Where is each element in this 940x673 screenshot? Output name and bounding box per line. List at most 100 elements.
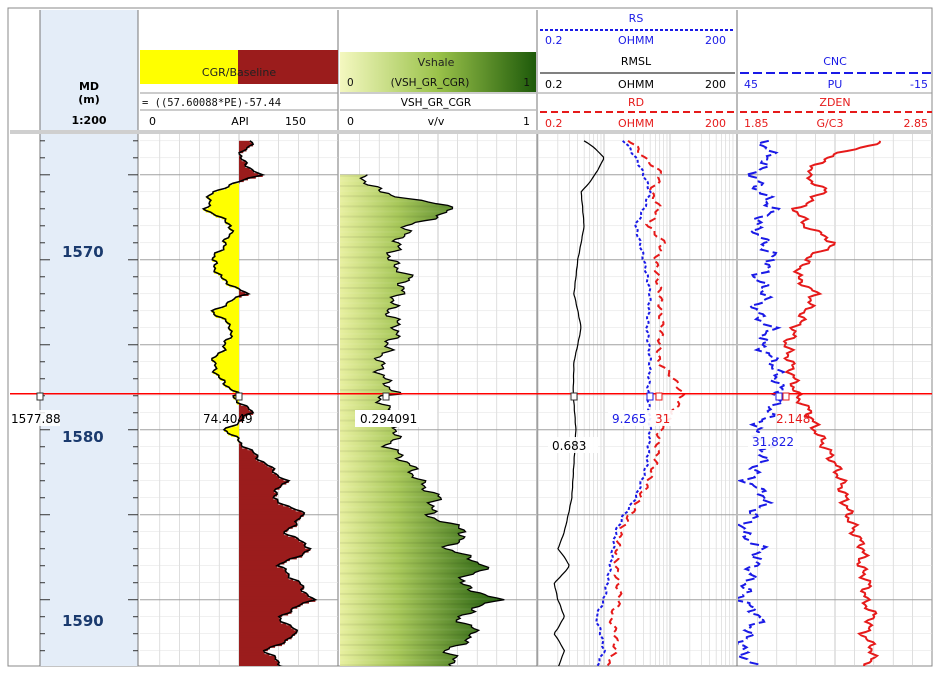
cgr-fill-slice — [239, 477, 280, 480]
cgr-fill-slice — [222, 346, 239, 349]
cgr-fill-slice — [225, 428, 239, 431]
cgr-yellow-swatch — [140, 50, 238, 84]
vsh-band — [340, 460, 400, 463]
cgr-fill-slice — [239, 558, 290, 562]
cursor-handle-depth[interactable] — [36, 392, 44, 401]
cgr-fill-slice — [239, 521, 296, 524]
cgr-fill-slice — [225, 319, 239, 322]
cursor-handle-rmsl[interactable] — [570, 392, 578, 401]
cgr-fill-slice — [239, 411, 252, 414]
cgr-fill-slice — [214, 256, 239, 259]
vsh-scale-max: 1 — [523, 115, 530, 128]
cgr-fill-slice — [239, 404, 242, 407]
cgr-fill-slice — [239, 497, 274, 500]
cgr-fill-slice — [239, 499, 278, 502]
cgr-fill-slice — [225, 218, 239, 222]
cgr-fill-slice — [214, 269, 239, 273]
cnc-unit: PU — [828, 78, 843, 91]
vsh-band — [340, 292, 405, 295]
cgr-fill-slice — [239, 468, 275, 472]
vsh-scale-min: 0 — [347, 115, 354, 128]
cgr-fill-slice — [239, 560, 287, 563]
cursor-rs-value: 9.265 — [612, 412, 646, 426]
cursor-handle-zden[interactable] — [782, 392, 790, 401]
curve-layer — [201, 139, 881, 666]
cgr-fill-slice — [239, 154, 240, 157]
rs-min: 0.2 — [545, 34, 563, 47]
cgr-fill-slice — [239, 487, 280, 490]
vsh-band — [340, 307, 397, 310]
cgr-fill-slice — [239, 604, 301, 608]
cgr-fill-slice — [239, 504, 284, 507]
cgr-fill-slice — [226, 303, 239, 307]
vsh-band — [340, 404, 382, 407]
cursor-handle-rd[interactable] — [655, 392, 663, 401]
cgr-fill-slice — [239, 531, 285, 534]
cgr-fill-slice — [239, 167, 250, 171]
cgr-fill-slice — [225, 385, 239, 388]
cgr-fill-slice — [224, 341, 239, 344]
vsh-fill-min: 0 — [347, 77, 354, 89]
cgr-fill-slice — [231, 300, 239, 303]
cgr-fill-slice — [239, 655, 275, 659]
cursor-handle-vsh[interactable] — [382, 392, 390, 401]
cgr-fill-slice — [222, 351, 239, 354]
cgr-fill-slice — [214, 254, 239, 257]
cgr-fill-slice — [227, 433, 239, 436]
cgr-fill-slice — [239, 465, 268, 468]
depth-track-background — [40, 10, 138, 666]
vsh-band — [340, 547, 443, 550]
cgr-fill-slice — [230, 337, 239, 341]
cgr-fill-slice — [239, 524, 297, 528]
vsh-fill — [340, 174, 505, 666]
cgr-fill-slice — [214, 264, 239, 268]
cgr-fill-slice — [239, 586, 304, 589]
vsh-band — [340, 179, 364, 182]
cgr-fill-slice — [239, 523, 297, 526]
cursor-handle-rs[interactable] — [646, 392, 654, 401]
cgr-fill-slice — [215, 309, 239, 312]
cgr-fill-slice — [239, 606, 298, 609]
cgr-fill-slice — [223, 249, 239, 252]
vsh-band — [340, 215, 437, 218]
cgr-fill-slice — [223, 246, 239, 249]
rd-max: 200 — [705, 117, 726, 130]
vsh-band — [340, 557, 471, 560]
cgr-fill-slice — [239, 611, 292, 614]
vsh-band — [340, 317, 396, 320]
vsh-band — [340, 434, 395, 437]
cursor-handle-cgr[interactable] — [235, 392, 243, 401]
cgr-fill-slice — [211, 358, 239, 361]
cursor-handle-cnc[interactable] — [775, 392, 783, 401]
cnc-curve — [738, 139, 787, 666]
vsh-curve-name: VSH_GR_CGR — [401, 97, 471, 109]
vsh-band — [340, 261, 398, 264]
cgr-fill-slice — [239, 623, 287, 626]
vsh-band — [340, 210, 448, 213]
cgr-fill-slice — [228, 186, 239, 189]
depth-cursor[interactable] — [10, 392, 932, 401]
vsh-band — [340, 246, 398, 249]
rd-min: 0.2 — [545, 117, 563, 130]
cgr-fill-slice — [239, 456, 258, 460]
cgr-fill-slice — [239, 633, 296, 636]
vsh-band — [340, 190, 379, 193]
cgr-fill-slice — [239, 509, 296, 512]
cgr-fill-slice — [235, 297, 239, 300]
cgr-fill-slice — [239, 608, 293, 611]
cgr-fill-slice — [239, 458, 256, 461]
cgr-fill-slice — [239, 506, 289, 509]
vsh-band — [340, 608, 473, 611]
cgr-fill-slice — [239, 591, 302, 594]
cgr-fill-slice — [239, 550, 309, 553]
cgr-fill-slice — [222, 241, 239, 244]
cgr-fill-slice — [239, 541, 303, 545]
cursor-depth-value: 1577.88 — [11, 412, 61, 426]
cgr-fill-slice — [239, 519, 298, 523]
cgr-fill-slice — [239, 482, 287, 485]
cgr-fill-slice — [239, 473, 277, 477]
vsh-band — [340, 200, 422, 203]
depth-label-1590: 1590 — [62, 612, 104, 630]
cgr-fill-slice — [239, 555, 303, 558]
